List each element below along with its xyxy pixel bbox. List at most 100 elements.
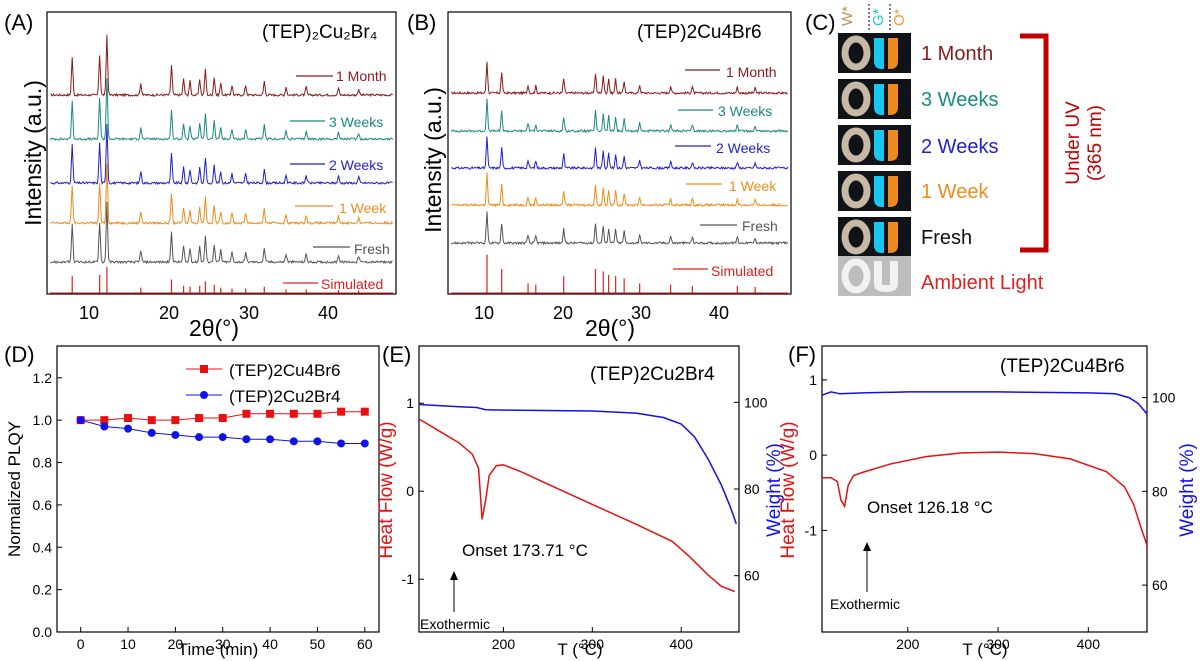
panel-a-xtick: 10 — [79, 303, 99, 323]
sample-o-shape — [841, 173, 871, 209]
x-tick-label: 400 — [1077, 636, 1101, 652]
panel-f-plot — [821, 391, 1148, 546]
panel-f-exo: Exothermic — [830, 596, 900, 612]
x-tick-label: 300 — [581, 636, 605, 652]
panel-e-label: (E) — [382, 342, 411, 367]
panel-a-xticks: 10 20 30 40 — [79, 303, 338, 323]
panel-f: (F) 200 300 400 -1 0 1 60 80 100 (TEP)2Cu4Br6 He… — [778, 342, 1198, 659]
legend-label: 2 Weeks — [716, 140, 770, 156]
y-tick-label-right: 100 — [1152, 390, 1176, 406]
exo-arrow-head — [863, 542, 871, 551]
sample-u-orange — [888, 130, 898, 161]
heat-flow-line — [418, 418, 735, 593]
sample-u-green — [874, 38, 884, 69]
heat-flow-line — [822, 451, 1148, 546]
data-point — [242, 435, 251, 444]
legend-label: (TEP)2Cu2Br4 — [229, 387, 340, 406]
pxrd-trace — [450, 211, 789, 246]
pxrd-trace — [451, 136, 789, 171]
panel-f-ylabel-right: Weight (%) — [1177, 443, 1198, 537]
sample-u-green — [874, 130, 884, 161]
panel-b-xtick: 10 — [474, 303, 494, 323]
panel-b-traces — [450, 61, 789, 294]
panel-a: (A) (TEP)₂Cu₂Br₄ Intensity (a.u.) 10 20 … — [4, 10, 397, 341]
row-label: 1 Week — [921, 181, 989, 203]
column-mark-g: G* — [870, 8, 887, 26]
data-point — [313, 437, 322, 446]
panel-a-title: (TEP)₂Cu₂Br₄ — [262, 22, 378, 43]
pxrd-trace — [50, 123, 393, 186]
legend-label: 1 Month — [336, 68, 387, 84]
panel-a-frame — [46, 11, 397, 295]
y-tick-label-right: 80 — [1152, 483, 1168, 499]
column-mark-w: W* — [839, 6, 856, 26]
panel-d-label: (D) — [4, 342, 35, 367]
data-point — [313, 409, 322, 418]
y-tick-label-left: 1 — [406, 395, 414, 411]
data-point — [195, 414, 204, 423]
sample-u-orange — [888, 222, 898, 253]
column-mark-o: O* — [891, 8, 908, 26]
panel-f-xlabel: T (°C) — [962, 640, 1007, 659]
data-point — [218, 433, 227, 442]
legend-label: 1 Week — [729, 178, 777, 194]
data-point — [360, 439, 369, 448]
sample-u-shape — [874, 261, 898, 292]
legend-label: 1 Week — [339, 200, 387, 216]
photo-row-labels: 1 Month 3 Weeks 2 Weeks 1 Week Fresh Amb… — [921, 43, 1044, 294]
pxrd-trace — [50, 163, 394, 226]
legend-label: 2 Weeks — [329, 157, 383, 173]
y-tick-label: 1.2 — [33, 370, 53, 386]
x-tick-label: 40 — [262, 636, 278, 652]
data-point — [124, 424, 133, 433]
panel-d-ylabel: Normalized PLQY — [5, 421, 24, 557]
data-point — [171, 416, 180, 425]
row-label: 1 Month — [921, 43, 993, 65]
panel-a-legend: 1 Month 3 Weeks 2 Weeks 1 Week Fresh Sim… — [283, 68, 390, 292]
panel-e-onset: Onset 173.71 °C — [462, 541, 588, 560]
legend-label: Fresh — [742, 218, 778, 234]
data-point — [266, 435, 275, 444]
x-tick-label: 400 — [670, 636, 694, 652]
panel-b-xtick: 40 — [709, 303, 729, 323]
data-point — [76, 416, 85, 425]
legend-marker — [200, 391, 208, 399]
legend-label: Fresh — [354, 241, 390, 257]
panel-e-plot — [418, 403, 738, 593]
sample-u-green — [874, 176, 884, 207]
panel-b: (B) (TEP)2Cu4Br6 Intensity (a.u.) 10 20 … — [407, 10, 792, 341]
y-tick-label: 0.6 — [33, 497, 53, 513]
panel-c: (C) W* G* O* 1 Month 3 Weeks 2 Weeks 1 W… — [805, 4, 1106, 296]
panel-d-frame — [56, 345, 380, 633]
panel-a-xtick: 40 — [318, 303, 338, 323]
uv-label-1: Under UV — [1063, 101, 1084, 185]
x-tick-label: 30 — [215, 636, 231, 652]
data-point — [266, 409, 275, 418]
panel-e-axes: 200 300 400 -1 0 1 60 80 100 — [402, 394, 768, 652]
sample-photos — [838, 33, 911, 296]
sample-u-orange — [888, 84, 898, 115]
column-marks: W* G* O* — [839, 4, 908, 30]
data-point — [337, 407, 346, 416]
panel-b-xtick: 30 — [631, 303, 651, 323]
panel-e: (E) 200 300 400 -1 0 1 60 80 100 (TEP)2Cu2Br4 He… — [376, 342, 785, 659]
data-point — [171, 430, 180, 439]
data-point — [147, 428, 156, 437]
legend-label: Simulated — [711, 263, 773, 279]
pxrd-trace — [451, 61, 788, 96]
sample-u-orange — [888, 38, 898, 69]
pxrd-trace — [50, 201, 393, 265]
sample-o-shape — [841, 127, 871, 163]
panel-f-axes: 200 300 400 -1 0 1 60 80 100 — [805, 372, 1176, 652]
y-tick-label-right: 80 — [744, 481, 760, 497]
legend-label: 3 Weeks — [718, 103, 772, 119]
sample-u-orange — [888, 176, 898, 207]
panel-b-frame — [447, 11, 792, 295]
y-tick-label: 0.4 — [33, 539, 53, 555]
row-label: Fresh — [921, 227, 972, 249]
x-tick-label: 200 — [492, 636, 516, 652]
panel-a-label: (A) — [4, 10, 33, 35]
row-label: 2 Weeks — [921, 136, 998, 158]
pxrd-trace — [451, 172, 788, 208]
data-point — [124, 414, 133, 423]
